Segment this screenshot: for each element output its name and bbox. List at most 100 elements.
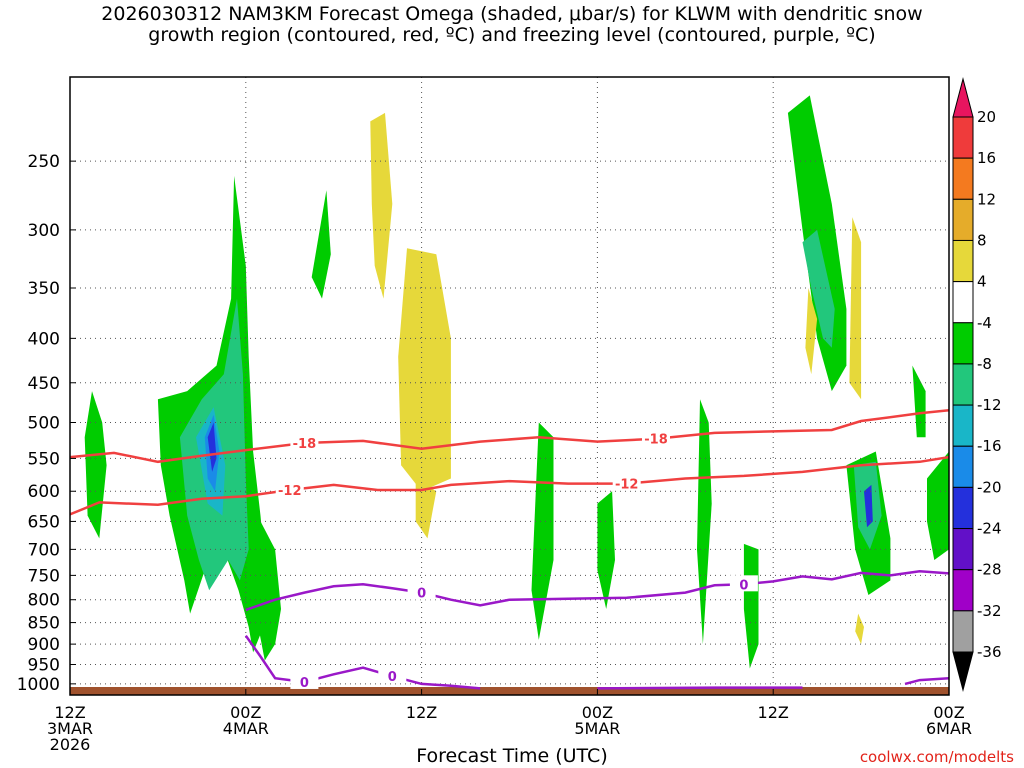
- contour-label-0-1: -18: [644, 433, 668, 448]
- y-tick-label-950: 950: [28, 656, 60, 676]
- x-tick-label-60-1: 6MAR: [926, 719, 972, 738]
- omega-region-9: [597, 491, 615, 609]
- contour-label-bg-3-1: [378, 667, 407, 684]
- colorbar-bin-11: [952, 528, 974, 571]
- colorbar-tick-3: 8: [977, 231, 987, 249]
- x-tick-label-0-1: 3MAR: [47, 719, 93, 738]
- colorbar-bin-12: [952, 569, 974, 612]
- x-tick-label-0-2: 2026: [50, 735, 91, 754]
- y-axis: 2503003504004505005506006507007508008509…: [17, 152, 76, 695]
- x-axis-label: Forecast Time (UTC): [416, 745, 608, 767]
- colorbar-bin-5: [952, 281, 974, 324]
- credit-text: coolwx.com/modelts: [859, 748, 1014, 766]
- omega-region-24: [855, 613, 864, 645]
- colorbar-bin-9: [952, 445, 974, 488]
- colorbar: 20 16 12 8 4 -4 -8 -12 -16 -20 -24 -28 -32 -36: [952, 77, 1002, 692]
- colorbar-bottom-triangle: [952, 651, 974, 692]
- contour-label-3-1: 0: [388, 670, 397, 685]
- title-line-1: 2026030312 NAM3KM Forecast Omega (shaded…: [101, 3, 923, 25]
- y-tick-label-600: 600: [28, 482, 60, 502]
- colorbar-bin-8: [952, 404, 974, 447]
- contour-label-2-0: 0: [417, 587, 426, 602]
- contour-line-4: [597, 686, 803, 690]
- contour-label-1-0: -12: [278, 484, 302, 499]
- x-tick-label-60-0: 00Z: [933, 703, 964, 722]
- omega-shaded-regions: [84, 95, 949, 669]
- contour-label-bg-1-0: [275, 480, 304, 497]
- colorbar-tick-6: -8: [977, 355, 992, 373]
- contour-label-bg-3-0: [290, 672, 319, 689]
- x-tick-label-36-1: 5MAR: [574, 719, 620, 738]
- y-tick-label-700: 700: [28, 540, 60, 560]
- colorbar-bin-10: [952, 486, 974, 530]
- contour-label-2-1: 0: [739, 578, 748, 593]
- x-tick-label-48-0: 12Z: [758, 703, 789, 722]
- omega-region-8: [531, 422, 554, 640]
- title-line-2: growth region (contoured, red, ºC) and f…: [148, 24, 876, 46]
- y-tick-label-500: 500: [28, 413, 60, 433]
- colorbar-bin-13: [952, 610, 974, 653]
- colorbar-tick-5: -4: [977, 314, 992, 332]
- y-tick-label-450: 450: [28, 374, 60, 394]
- y-tick-label-850: 850: [28, 614, 60, 634]
- contour-label-bg-2-1: [729, 575, 758, 592]
- colorbar-bin-6: [952, 322, 974, 365]
- colorbar-tick-13: -36: [977, 643, 1002, 661]
- contour-line-0: [70, 408, 949, 464]
- y-tick-label-250: 250: [28, 152, 60, 172]
- omega-region-0: [84, 391, 107, 539]
- colorbar-tick-12: -32: [977, 602, 1002, 620]
- omega-region-10: [697, 399, 712, 645]
- contour-line-2: [245, 570, 949, 612]
- surface-terrain: [70, 687, 949, 695]
- colorbar-bin-1: [952, 116, 974, 159]
- x-tick-label-12-1: 4MAR: [223, 719, 269, 738]
- colorbar-tick-7: -12: [977, 396, 1002, 414]
- contour-line-3: [244, 634, 481, 690]
- omega-region-16: [864, 484, 873, 528]
- contour-line-5: [904, 676, 949, 686]
- colorbar-tick-4: 4: [977, 273, 987, 291]
- contour-label-bg-1-1: [612, 474, 641, 491]
- chart-title: 2026030312 NAM3KM Forecast Omega (shaded…: [0, 4, 1024, 46]
- colorbar-tick-2: 12: [977, 190, 996, 208]
- omega-region-5: [207, 422, 217, 472]
- colorbar-bin-3: [952, 198, 974, 241]
- colorbar-bin-2: [952, 157, 974, 200]
- colorbar-bin-4: [952, 239, 974, 283]
- temperature-contours: -18 -18 -12 -12 0 0 0 0: [70, 408, 949, 691]
- contour-line-1: [70, 455, 949, 516]
- omega-region-7: [311, 190, 331, 299]
- omega-region-11: [743, 543, 759, 669]
- omega-region-23: [849, 217, 862, 400]
- x-tick-label-36-0: 00Z: [582, 703, 613, 722]
- colorbar-bin-7: [952, 363, 974, 406]
- y-tick-label-750: 750: [28, 566, 60, 586]
- omega-region-18: [927, 451, 949, 560]
- y-tick-label-650: 650: [28, 512, 60, 532]
- contour-label-bg-0-1: [642, 429, 670, 446]
- contour-label-bg-2-0: [407, 583, 436, 600]
- omega-region-17: [912, 365, 926, 438]
- colorbar-tick-10: -24: [977, 520, 1002, 538]
- y-tick-label-400: 400: [28, 329, 60, 349]
- contour-label-0-0: -18: [293, 437, 317, 452]
- colorbar-tick-8: -16: [977, 437, 1002, 455]
- y-tick-label-900: 900: [28, 635, 60, 655]
- contour-label-3-0: 0: [300, 676, 309, 691]
- plot-frame: [69, 76, 950, 696]
- x-tick-label-12-0: 00Z: [230, 703, 261, 722]
- colorbar-tick-1: 16: [977, 149, 996, 167]
- omega-region-13: [802, 229, 835, 348]
- colorbar-top-triangle: [952, 77, 974, 118]
- contour-label-bg-0-0: [290, 434, 319, 451]
- y-tick-label-300: 300: [28, 221, 60, 241]
- contour-label-1-1: -12: [615, 478, 639, 493]
- y-tick-label-1000: 1000: [17, 675, 60, 695]
- y-tick-label-350: 350: [28, 279, 60, 299]
- y-tick-label-800: 800: [28, 591, 60, 611]
- omega-region-20: [398, 248, 451, 492]
- colorbar-tick-9: -20: [977, 478, 1002, 496]
